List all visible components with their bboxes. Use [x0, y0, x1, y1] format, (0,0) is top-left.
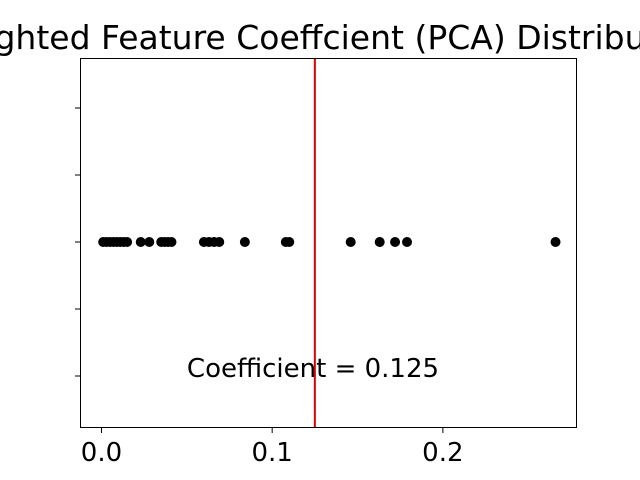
coefficient-annotation: Coefficient = 0.125	[187, 354, 439, 384]
x-tick-label: 0.1	[251, 438, 292, 468]
x-axis: 0.0 0.1 0.2	[81, 427, 464, 468]
data-point	[144, 237, 155, 247]
data-point	[550, 237, 561, 247]
data-point	[402, 237, 413, 247]
x-tick-label: 0.2	[422, 438, 463, 468]
data-point	[390, 237, 401, 247]
data-point	[345, 237, 356, 247]
data-point	[239, 237, 250, 247]
data-point	[374, 237, 385, 247]
chart-title: ghted Feature Coeffcient (PCA) Distribu	[0, 18, 640, 57]
data-point	[284, 237, 295, 247]
y-axis	[75, 107, 81, 377]
plot-frame	[80, 58, 577, 428]
data-point	[135, 237, 146, 247]
data-point	[122, 237, 133, 247]
data-point	[214, 237, 225, 247]
data-point	[166, 237, 177, 247]
marks-layer	[98, 59, 561, 427]
x-tick-label: 0.0	[81, 438, 122, 468]
